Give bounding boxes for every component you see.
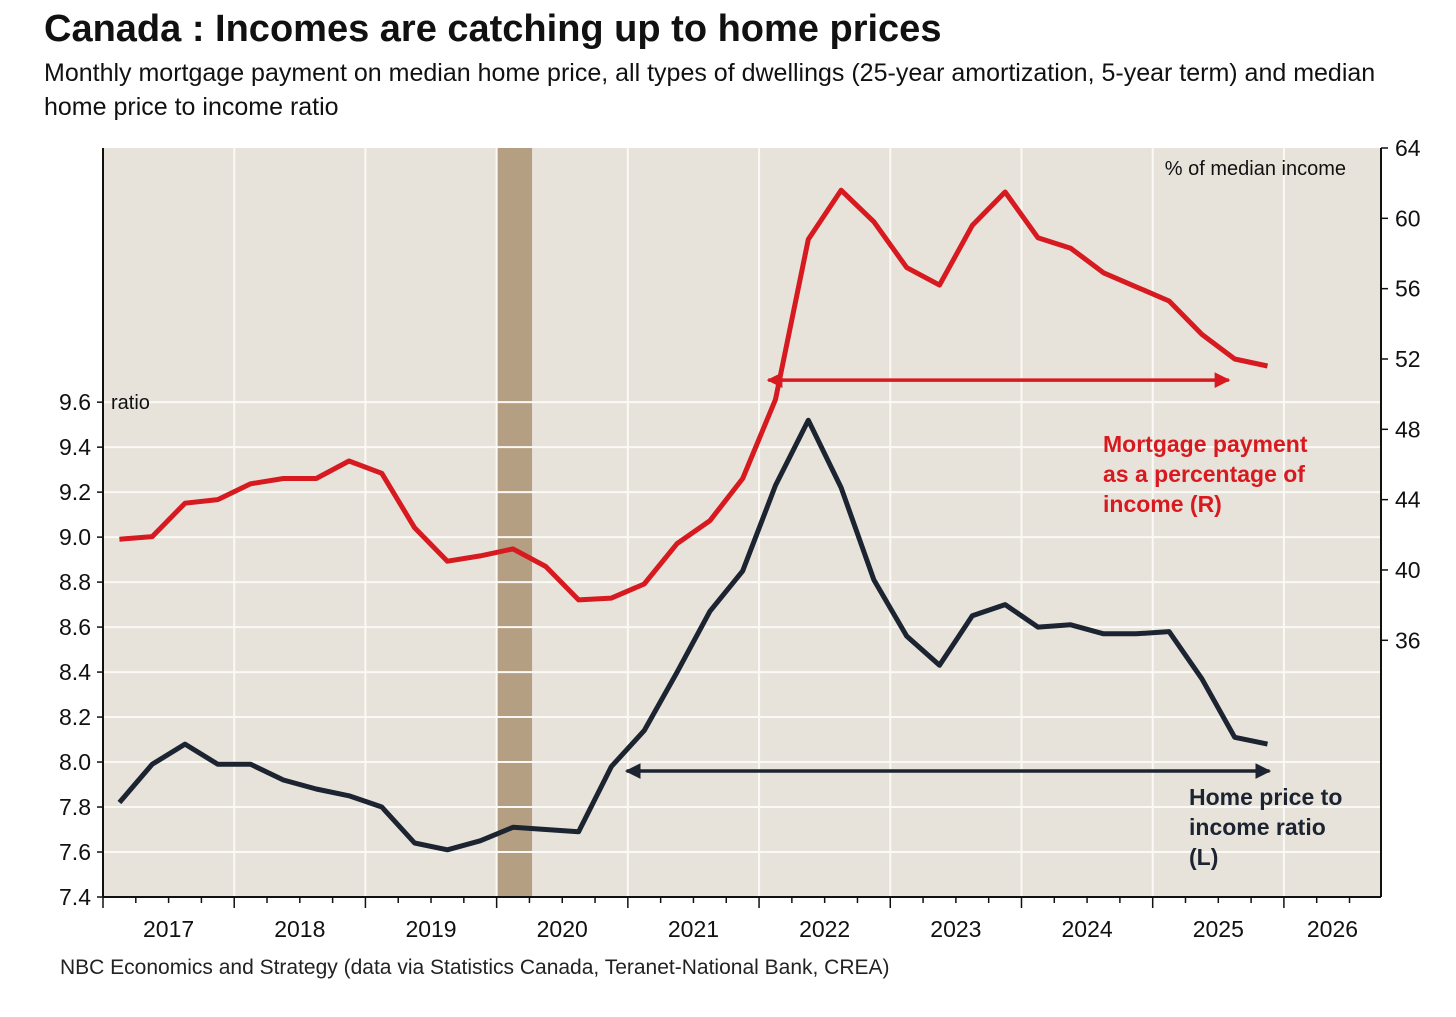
left-tick-label: 8.0	[59, 749, 91, 775]
left-tick-label: 9.6	[59, 389, 91, 415]
series-label: as a percentage of	[1103, 461, 1305, 487]
left-tick-label: 8.6	[59, 614, 91, 640]
right-tick-label: 60	[1395, 205, 1421, 231]
left-tick-label: 8.8	[59, 569, 91, 595]
source-note: NBC Economics and Strategy (data via Sta…	[60, 956, 890, 979]
series-line-price-to-income	[117, 417, 1269, 853]
right-tick-label: 56	[1395, 276, 1421, 302]
x-tick-label: 2024	[1062, 916, 1113, 942]
left-tick-label: 7.4	[59, 884, 91, 910]
series-line-mortgage-payment	[119, 187, 1269, 603]
series-label: Home price to	[1189, 784, 1342, 810]
right-tick-label: 64	[1395, 135, 1421, 161]
series-label: (L)	[1189, 844, 1218, 870]
x-tick-label: 2023	[930, 916, 981, 942]
x-tick-label: 2017	[143, 916, 194, 942]
right-tick-label: 52	[1395, 346, 1421, 372]
left-tick-label: 9.4	[59, 434, 91, 460]
right-tick-label: 44	[1395, 487, 1421, 513]
x-tick-label: 2019	[405, 916, 456, 942]
left-tick-label: 9.0	[59, 524, 91, 550]
right-tick-label: 48	[1395, 416, 1421, 442]
x-tick-label: 2018	[274, 916, 325, 942]
right-tick-label: 36	[1395, 627, 1421, 653]
left-tick-label: 8.4	[59, 659, 91, 685]
right-tick-label: 40	[1395, 557, 1421, 583]
recession-band	[496, 148, 533, 897]
series-label: income ratio	[1189, 814, 1326, 840]
left-axis-label: ratio	[111, 392, 150, 414]
series-label: income (R)	[1103, 491, 1222, 517]
x-tick-label: 2022	[799, 916, 850, 942]
chart-title: Canada : Incomes are catching up to home…	[44, 8, 942, 50]
x-tick-label: 2025	[1193, 916, 1244, 942]
left-tick-label: 7.8	[59, 794, 91, 820]
left-tick-label: 9.2	[59, 479, 91, 505]
left-tick-label: 8.2	[59, 704, 91, 730]
chart-subtitle: Monthly mortgage payment on median home …	[44, 59, 1376, 121]
left-tick-label: 7.6	[59, 839, 91, 865]
x-tick-label: 2021	[668, 916, 719, 942]
right-axis-label: % of median income	[1165, 158, 1346, 180]
x-tick-label: 2020	[537, 916, 588, 942]
series-label: Mortgage payment	[1103, 431, 1308, 457]
x-tick-label: 2026	[1307, 916, 1358, 942]
